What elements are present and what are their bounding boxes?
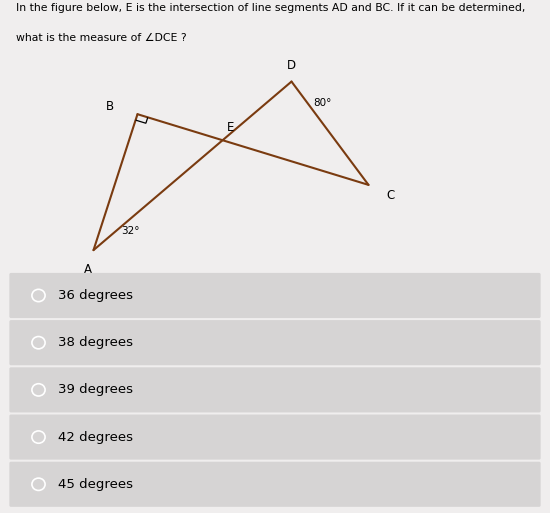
Text: what is the measure of ∠DCE ?: what is the measure of ∠DCE ?	[16, 33, 187, 43]
Text: 45 degrees: 45 degrees	[58, 478, 133, 491]
Text: 80°: 80°	[314, 98, 332, 108]
Text: B: B	[106, 100, 114, 112]
Text: E: E	[227, 121, 235, 134]
Text: 39 degrees: 39 degrees	[58, 383, 133, 397]
Text: D: D	[287, 59, 296, 72]
Text: 32°: 32°	[121, 226, 140, 236]
Text: 38 degrees: 38 degrees	[58, 336, 133, 349]
Text: 36 degrees: 36 degrees	[58, 289, 133, 302]
Text: A: A	[84, 263, 92, 275]
Text: C: C	[387, 189, 395, 202]
Text: In the figure below, E is the intersection of line segments AD and BC. If it can: In the figure below, E is the intersecti…	[16, 3, 526, 13]
Text: 42 degrees: 42 degrees	[58, 430, 133, 444]
